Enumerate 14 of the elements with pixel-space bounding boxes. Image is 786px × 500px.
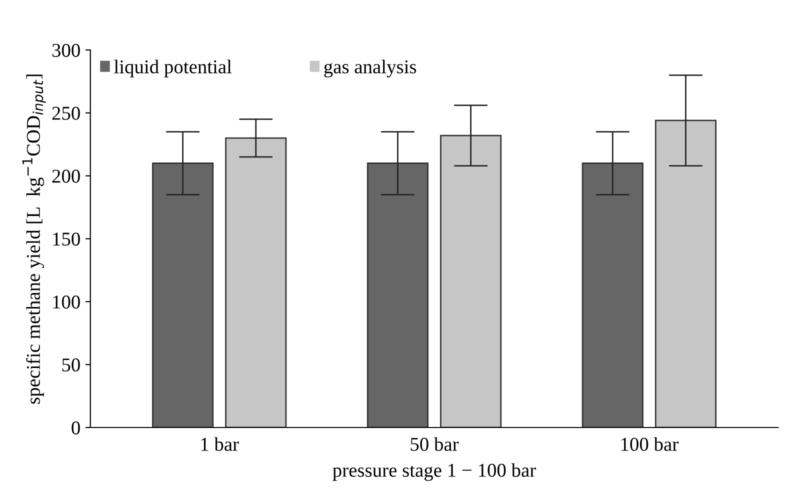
y-axis-title: specific methane yield [L kg$^{−1}$COD$_{input}$] [22, 74, 46, 404]
x-axis-title: pressure stage 1 − 100 bar [332, 463, 536, 481]
x-tick-label: 1 bar [201, 437, 239, 451]
legend-label: liquid potential [114, 60, 232, 78]
x-tick-label: 50 bar [410, 437, 459, 451]
legend-label: gas analysis [324, 60, 416, 78]
y-tick-label: 300 [52, 44, 80, 57]
y-tick-label: 250 [52, 106, 80, 120]
y-tick-label: 200 [52, 170, 80, 183]
y-tick-label: 150 [53, 232, 80, 246]
y-tick-label: 50 [62, 358, 80, 372]
y-tick-label: 0 [72, 421, 80, 434]
x-tick-label: 100 bar [621, 437, 678, 451]
y-tick-label: 100 [53, 295, 80, 309]
